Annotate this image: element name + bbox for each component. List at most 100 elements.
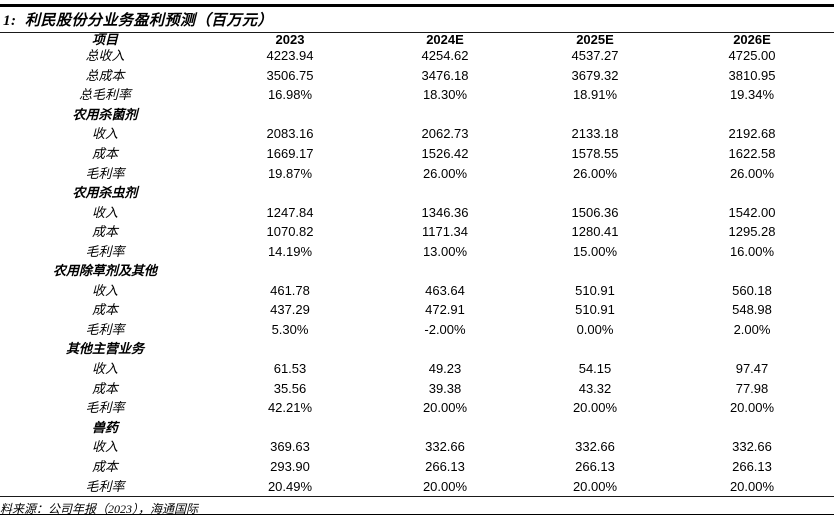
cell-2023: 2083.16 <box>266 126 314 142</box>
cell-2023: 16.98% <box>267 87 313 103</box>
cell-2026e <box>670 417 834 437</box>
cell-2025e: 20.00% <box>572 400 618 416</box>
cell-2024e <box>370 339 520 359</box>
cell-2024e: 1346.36 <box>421 204 469 220</box>
cell-2024e: 472.91 <box>425 302 465 318</box>
cell-2025e <box>520 261 670 281</box>
cell-2024e <box>370 183 520 203</box>
row-label: 成本 <box>91 458 118 474</box>
cell-2025e: 18.91% <box>572 87 618 103</box>
cell-2024e <box>370 417 520 437</box>
row-label: 毛利率 <box>85 400 125 416</box>
cell-2023 <box>210 105 370 125</box>
column-header-item: 项目 <box>91 32 118 46</box>
cell-2023: 19.87% <box>267 165 313 181</box>
cell-2026e: 1622.58 <box>728 146 776 161</box>
table-row: 成本 35.56 39.38 43.32 77.98 <box>0 378 834 398</box>
cell-2024e: -2.00% <box>424 321 466 337</box>
cell-2024e: 20.00% <box>422 478 468 494</box>
cell-2025e: 1506.36 <box>571 204 619 220</box>
cell-2023: 14.19% <box>267 243 313 259</box>
cell-2023: 5.30% <box>271 321 309 337</box>
cell-2026e <box>670 105 834 125</box>
table-row: 成本 293.90 266.13 266.13 266.13 <box>0 456 834 476</box>
cell-2025e: 26.00% <box>572 165 618 181</box>
cell-2024e <box>370 105 520 125</box>
cell-2025e <box>520 339 670 359</box>
cell-2025e <box>520 183 670 203</box>
table-row: 收入 61.53 49.23 54.15 97.47 <box>0 359 834 379</box>
cell-2025e: 3679.32 <box>571 67 619 83</box>
table-row: 收入 369.63 332.66 332.66 332.66 <box>0 437 834 457</box>
cell-2025e: 1280.41 <box>571 224 619 240</box>
cell-2023: 20.49% <box>267 478 313 494</box>
table-body: 总收入 4223.94 4254.62 4537.27 4725.00 总成本 … <box>0 46 834 497</box>
row-label: 毛利率 <box>85 321 125 337</box>
profit-forecast-table: 项目 2023 2024E 2025E 2026E 总收入 4223.94 42… <box>0 32 834 497</box>
row-label: 其他主营业务 <box>65 341 144 357</box>
cell-2023: 3506.75 <box>266 67 314 83</box>
cell-2023: 293.90 <box>270 458 310 474</box>
column-header-2024e: 2024E <box>426 32 464 46</box>
cell-2025e: 4537.27 <box>571 48 619 64</box>
cell-2026e: 332.66 <box>732 439 772 455</box>
cell-2026e: 1542.00 <box>728 204 776 220</box>
cell-2023: 4223.94 <box>266 48 314 64</box>
cell-2026e: 3810.95 <box>728 67 776 83</box>
row-label: 成本 <box>91 302 118 318</box>
row-label: 收入 <box>91 282 118 298</box>
row-label: 毛利率 <box>85 243 125 259</box>
cell-2026e: 2192.68 <box>728 126 776 142</box>
cell-2026e: 4725.00 <box>728 48 776 64</box>
column-header-2023: 2023 <box>275 32 305 46</box>
table-row: 收入 461.78 463.64 510.91 560.18 <box>0 281 834 301</box>
cell-2024e: 4254.62 <box>421 48 469 64</box>
row-label: 收入 <box>91 126 118 142</box>
row-label: 农用杀菌剂 <box>72 106 138 122</box>
cell-2023: 1669.17 <box>266 146 314 161</box>
table-header-row: 项目 2023 2024E 2025E 2026E <box>0 33 834 47</box>
table-row: 农用除草剂及其他 <box>0 261 834 281</box>
cell-2023: 437.29 <box>270 302 310 318</box>
cell-2026e: 1295.28 <box>728 224 776 240</box>
cell-2024e: 49.23 <box>428 361 462 377</box>
cell-2023: 42.21% <box>267 400 313 416</box>
cell-2024e: 39.38 <box>428 380 462 396</box>
cell-2025e <box>520 417 670 437</box>
table-row: 毛利率 5.30% -2.00% 0.00% 2.00% <box>0 320 834 340</box>
row-label: 收入 <box>91 361 118 377</box>
table-row: 成本 1669.17 1526.42 1578.55 1622.58 <box>0 144 834 164</box>
table-row: 毛利率 14.19% 13.00% 15.00% 16.00% <box>0 241 834 261</box>
row-label: 成本 <box>91 380 118 396</box>
table-row: 毛利率 42.21% 20.00% 20.00% 20.00% <box>0 398 834 418</box>
top-rule <box>0 4 834 7</box>
cell-2026e <box>670 339 834 359</box>
cell-2026e: 560.18 <box>732 282 772 298</box>
cell-2025e: 15.00% <box>572 243 618 259</box>
table-row: 农用杀菌剂 <box>0 105 834 125</box>
cell-2026e: 20.00% <box>729 478 775 494</box>
cell-2024e: 332.66 <box>425 439 465 455</box>
cell-2025e: 20.00% <box>572 478 618 494</box>
table-row: 毛利率 20.49% 20.00% 20.00% 20.00% <box>0 476 834 496</box>
cell-2026e: 97.47 <box>735 361 769 377</box>
table-row: 总毛利率 16.98% 18.30% 18.91% 19.34% <box>0 85 834 105</box>
row-label: 收入 <box>91 204 118 220</box>
cell-2025e: 266.13 <box>575 458 615 474</box>
bottom-rule <box>0 514 834 515</box>
table-row: 收入 2083.16 2062.73 2133.18 2192.68 <box>0 124 834 144</box>
table-row: 兽药 <box>0 417 834 437</box>
cell-2023: 1070.82 <box>266 224 314 240</box>
row-label: 收入 <box>91 439 118 455</box>
cell-2024e <box>370 261 520 281</box>
table-title: 1: 利民股份分业务盈利预测（百万元） <box>3 13 273 29</box>
table-row: 农用杀虫剂 <box>0 183 834 203</box>
row-label: 毛利率 <box>85 478 125 494</box>
table-row: 成本 1070.82 1171.34 1280.41 1295.28 <box>0 222 834 242</box>
cell-2026e: 26.00% <box>729 165 775 181</box>
row-label: 兽药 <box>91 419 118 435</box>
cell-2026e <box>670 183 834 203</box>
cell-2025e: 43.32 <box>578 380 612 396</box>
cell-2025e: 510.91 <box>575 282 615 298</box>
